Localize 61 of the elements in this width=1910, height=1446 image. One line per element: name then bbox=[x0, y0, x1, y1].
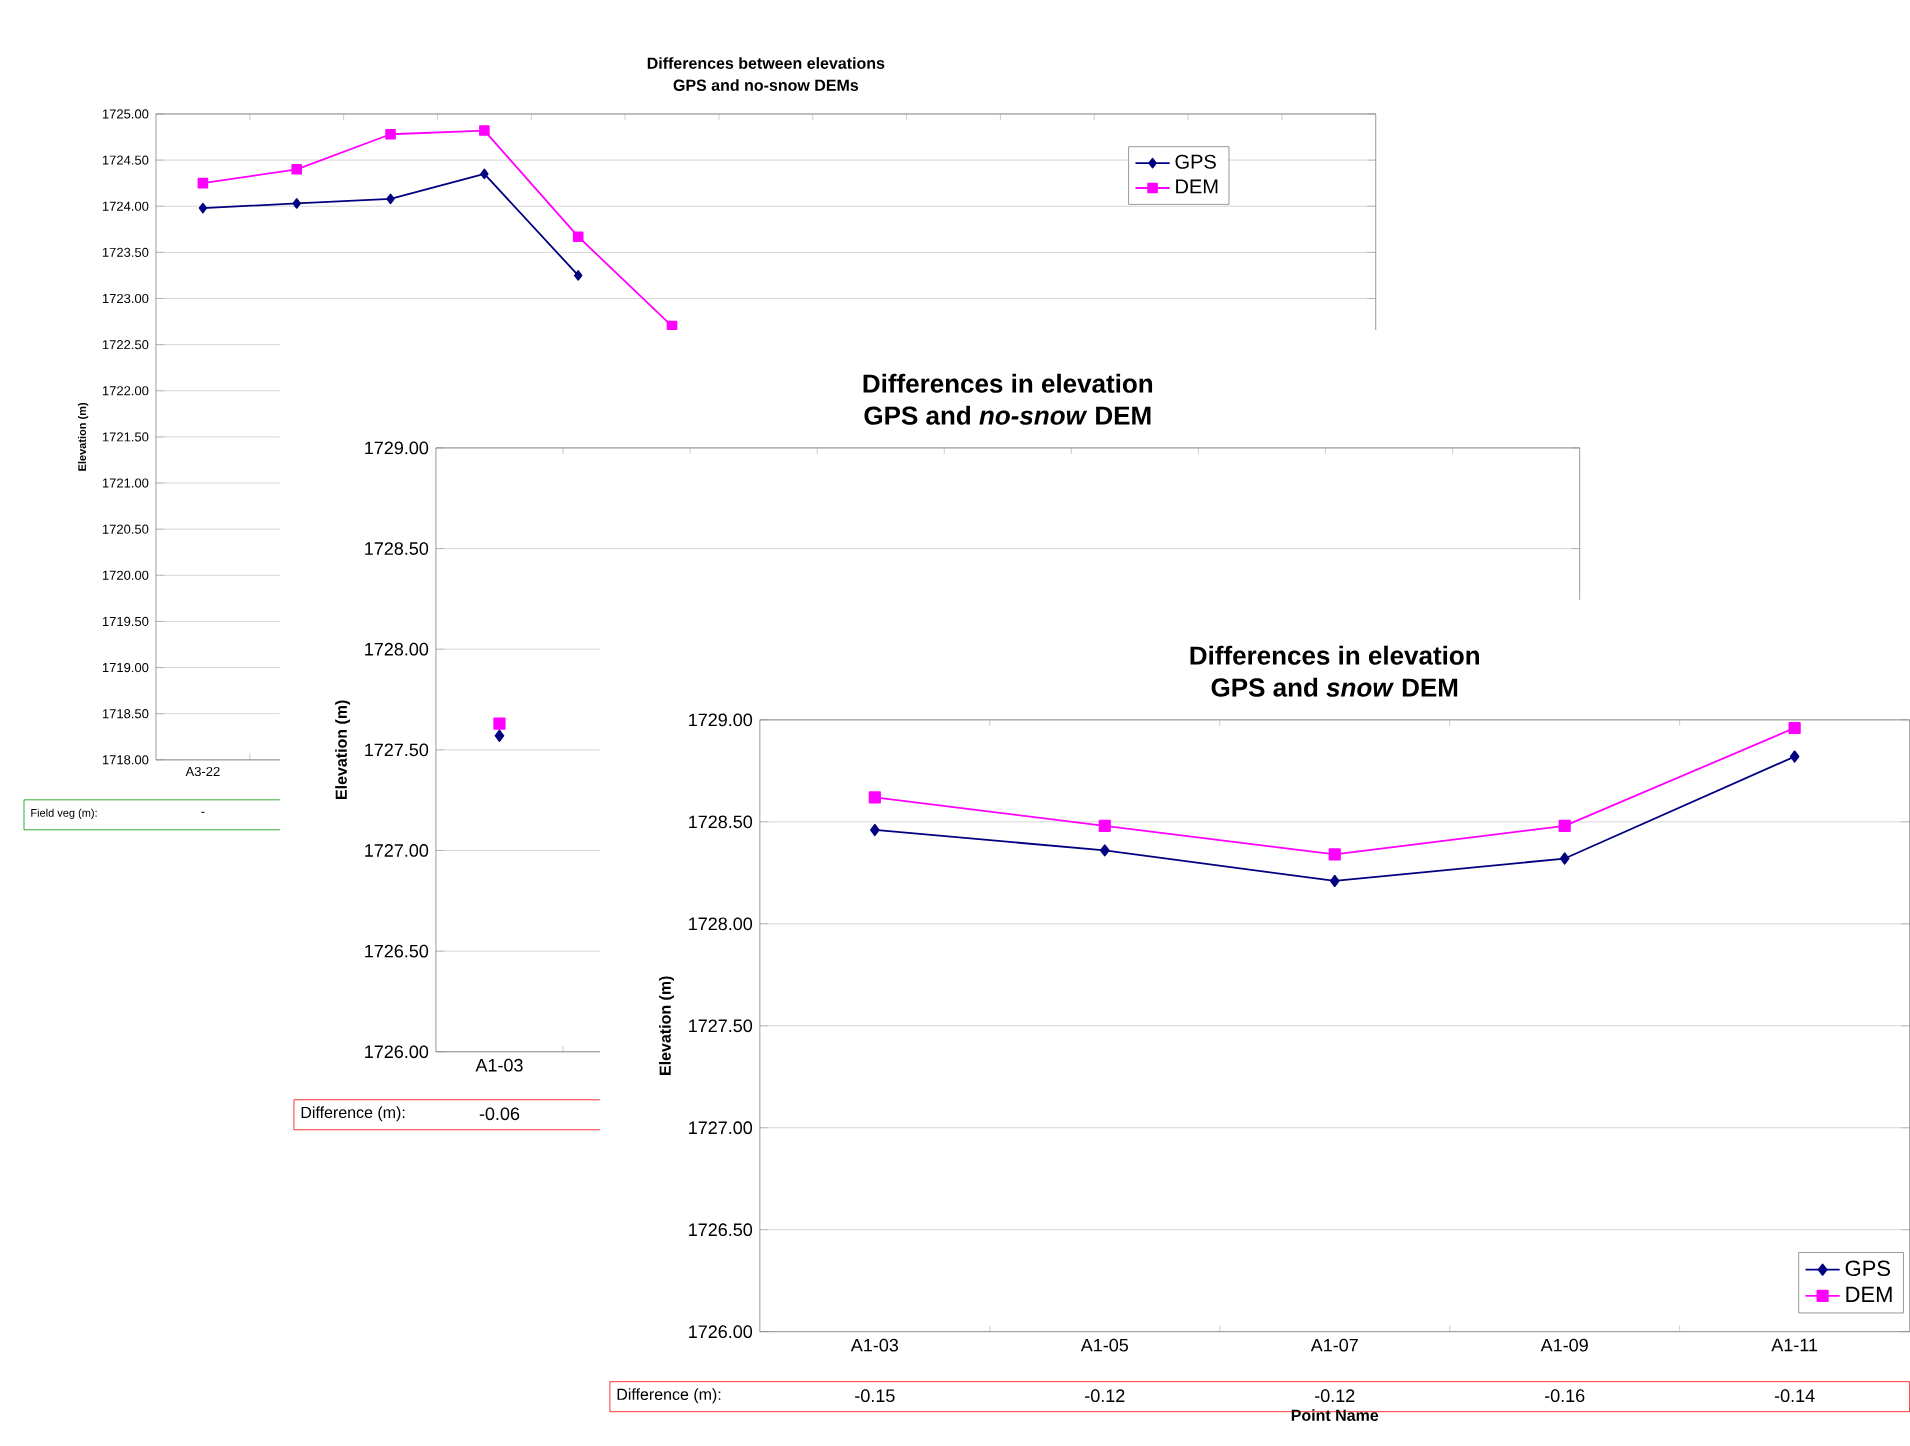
y-tick-label: 1727.50 bbox=[689, 1019, 753, 1033]
y-tick-label: 1726.00 bbox=[689, 1325, 753, 1339]
legend-label: DEM bbox=[1176, 179, 1218, 194]
chart-title: Differences in elevation bbox=[863, 373, 1153, 393]
y-tick-label: 1726.50 bbox=[689, 1223, 753, 1237]
point bbox=[480, 168, 489, 180]
chart-subtitle: GPS and no-snow DEM bbox=[864, 405, 1151, 425]
text: -0.15 bbox=[855, 1389, 895, 1403]
y-tick-label: 1727.00 bbox=[689, 1121, 753, 1135]
point bbox=[385, 129, 396, 140]
point bbox=[386, 193, 395, 205]
point bbox=[479, 125, 490, 137]
x-tick-label: A1-11 bbox=[1771, 1338, 1818, 1352]
point bbox=[197, 178, 209, 189]
y-axis-title: Elevation (m) bbox=[335, 700, 351, 800]
y-tick-label: 1726.50 bbox=[365, 944, 429, 958]
x-axis-title: Point Name bbox=[1291, 1409, 1379, 1422]
chart-subtitle: GPS and no-snow DEMs bbox=[673, 79, 859, 92]
x-tick-label: A1-07 bbox=[1310, 1338, 1358, 1352]
legend-label: GPS bbox=[1845, 1260, 1890, 1277]
text: Difference (m): bbox=[301, 1106, 405, 1122]
point bbox=[1328, 848, 1341, 861]
chart-title: Differences in elevation bbox=[1190, 645, 1479, 665]
y-tick-label: 1727.50 bbox=[365, 743, 429, 757]
chart-subtitle: GPS and snow DEM bbox=[1211, 677, 1458, 697]
point bbox=[291, 164, 303, 175]
text: -0.14 bbox=[1774, 1389, 1815, 1403]
text: -0.16 bbox=[1544, 1389, 1585, 1403]
text: -0.06 bbox=[479, 1107, 520, 1121]
point bbox=[572, 231, 584, 243]
y-tick-label: 1727.00 bbox=[365, 844, 429, 858]
point bbox=[1329, 875, 1340, 888]
y-tick-label: 1728.00 bbox=[365, 642, 429, 656]
legend-label: GPS bbox=[1175, 154, 1216, 169]
y-tick-label: 1729.00 bbox=[689, 713, 753, 727]
legend-label: DEM bbox=[1846, 1287, 1892, 1303]
text: -0.12 bbox=[1315, 1389, 1355, 1403]
chart-title: Differences between elevations bbox=[647, 57, 885, 70]
point bbox=[1558, 819, 1571, 833]
point bbox=[1788, 722, 1801, 735]
point bbox=[198, 202, 208, 214]
y-tick-label: 1728.00 bbox=[689, 917, 753, 931]
text: -0.12 bbox=[1085, 1389, 1125, 1403]
x-tick-label: A1-05 bbox=[1080, 1338, 1129, 1352]
x-tick-label: A1-03 bbox=[475, 1058, 523, 1072]
point bbox=[1098, 819, 1111, 833]
point bbox=[1789, 750, 1800, 763]
y-tick-label: 1729.00 bbox=[365, 441, 429, 455]
point bbox=[292, 198, 301, 209]
text: Difference (m): bbox=[617, 1388, 721, 1404]
x-tick-label: A1-09 bbox=[1540, 1338, 1588, 1352]
y-tick-label: 1728.50 bbox=[689, 815, 753, 829]
point bbox=[870, 824, 880, 837]
x-tick-label: A1-03 bbox=[850, 1338, 899, 1352]
y-tick-label: 1726.00 bbox=[365, 1045, 429, 1059]
point bbox=[868, 791, 881, 804]
y-tick-label: 1728.50 bbox=[365, 542, 429, 556]
point bbox=[574, 270, 583, 281]
point bbox=[1099, 844, 1110, 857]
y-axis-title: Elevation (m) bbox=[659, 976, 675, 1076]
point bbox=[1559, 852, 1570, 865]
